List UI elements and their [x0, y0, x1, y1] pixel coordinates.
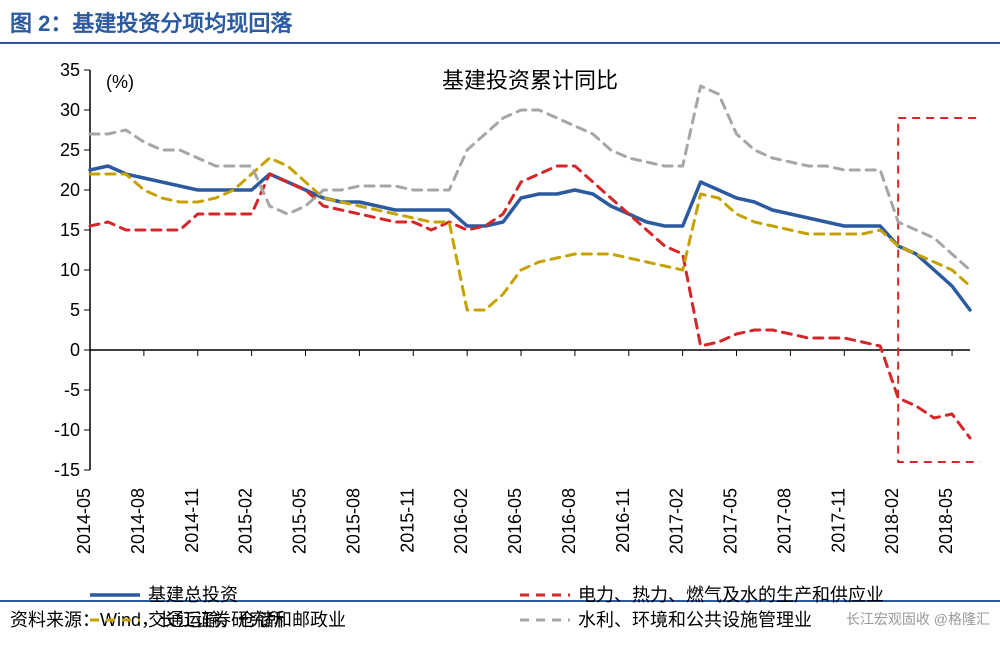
y-tick-label: 15	[60, 220, 80, 240]
y-tick-label: 0	[70, 340, 80, 360]
y-tick-label: -10	[54, 420, 80, 440]
figure-header: 图 2：基建投资分项均现回落	[0, 0, 1000, 44]
y-tick-label: 35	[60, 60, 80, 80]
x-tick-label: 2015-02	[236, 488, 256, 554]
y-tick-label: -5	[64, 380, 80, 400]
y-tick-label: 10	[60, 260, 80, 280]
x-tick-label: 2017-02	[667, 488, 687, 554]
y-unit-label: (%)	[106, 72, 134, 92]
chart-title: 基建投资累计同比	[442, 68, 618, 93]
x-tick-label: 2014-08	[128, 488, 148, 554]
series-line	[90, 158, 970, 310]
y-tick-label: 20	[60, 180, 80, 200]
x-tick-label: 2015-08	[343, 488, 363, 554]
series-line	[90, 166, 970, 310]
x-tick-label: 2015-11	[397, 488, 417, 553]
x-tick-label: 2015-05	[290, 488, 310, 554]
x-tick-label: 2017-11	[828, 488, 848, 553]
y-tick-label: 25	[60, 140, 80, 160]
x-tick-label: 2016-08	[559, 488, 579, 554]
highlight-box	[898, 118, 980, 462]
x-tick-label: 2014-05	[74, 488, 94, 554]
x-tick-label: 2017-08	[774, 488, 794, 554]
x-tick-label: 2016-02	[451, 488, 471, 554]
legend-label: 电力、热力、燃气及水的生产和供应业	[578, 585, 884, 605]
chart-area: 基建投资累计同比 (%) -15 -10 -5 0 5 10 15 20 25 30 35 2014-05…	[20, 50, 980, 600]
x-tick-label: 2018-05	[936, 488, 956, 554]
x-tick-label: 2016-11	[613, 488, 633, 553]
x-tick-label: 2016-05	[505, 488, 525, 554]
legend-label: 基建总投资	[148, 585, 238, 605]
y-tick-label: 5	[70, 300, 80, 320]
y-tick-label: -15	[54, 460, 80, 480]
legend-label: 交通运输、仓储和邮政业	[148, 610, 346, 630]
x-tick-label: 2014-11	[182, 488, 202, 553]
legend-label: 水利、环境和公共设施管理业	[578, 610, 812, 630]
series-line	[90, 166, 970, 438]
y-tick-label: 30	[60, 100, 80, 120]
x-tick-label: 2018-02	[882, 488, 902, 554]
line-chart-svg: 基建投资累计同比 (%) -15 -10 -5 0 5 10 15 20 25 30 35 2014-05…	[20, 50, 980, 630]
x-tick-label: 2017-05	[721, 488, 741, 554]
figure-title: 图 2：基建投资分项均现回落	[10, 11, 292, 36]
